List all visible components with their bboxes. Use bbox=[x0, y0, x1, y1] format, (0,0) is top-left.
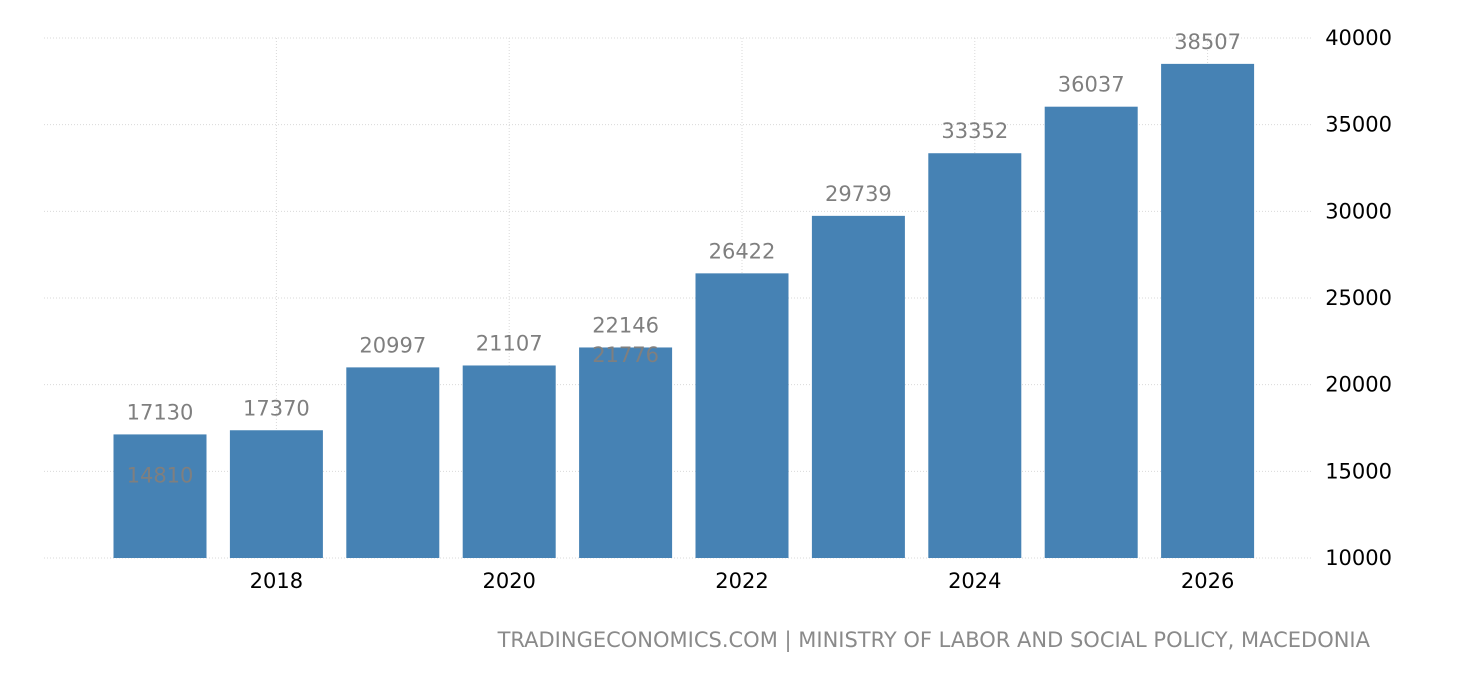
axes: 10000 15000 20000 25000 30000 35000 40000 2018 2… bbox=[250, 26, 1392, 593]
bar bbox=[1044, 106, 1138, 558]
bar-value-label: 36037 bbox=[1058, 73, 1125, 97]
bar bbox=[1161, 63, 1255, 559]
bar bbox=[695, 273, 789, 558]
y-tick-label: 10000 bbox=[1325, 546, 1392, 570]
bar-value-label: 21107 bbox=[476, 331, 543, 355]
x-tick-label: 2022 bbox=[715, 569, 768, 593]
secondary-value-label: 21776 bbox=[592, 343, 659, 367]
y-tick-label: 15000 bbox=[1325, 459, 1392, 483]
bar-value-label: 33352 bbox=[941, 119, 1008, 143]
bar bbox=[462, 365, 556, 558]
y-tick-label: 30000 bbox=[1325, 199, 1392, 223]
y-tick-label: 25000 bbox=[1325, 286, 1392, 310]
bar-value-label: 17130 bbox=[127, 400, 194, 424]
bar bbox=[113, 434, 207, 558]
x-tick-label: 2018 bbox=[250, 569, 303, 593]
bar bbox=[579, 347, 673, 558]
bar-value-label: 26422 bbox=[709, 239, 776, 263]
secondary-value-label: 14810 bbox=[127, 464, 194, 488]
y-tick-label: 20000 bbox=[1325, 373, 1392, 397]
y-tick-label: 35000 bbox=[1325, 113, 1392, 137]
y-tick-label: 40000 bbox=[1325, 26, 1392, 50]
x-tick-label: 2024 bbox=[948, 569, 1001, 593]
bar-value-label: 29739 bbox=[825, 182, 892, 206]
bar bbox=[811, 215, 905, 558]
bar bbox=[229, 430, 323, 558]
bars bbox=[113, 63, 1255, 559]
x-tick-label: 2020 bbox=[482, 569, 535, 593]
source-credit: TRADINGECONOMICS.COM | MINISTRY OF LABOR… bbox=[497, 628, 1370, 652]
data-labels: 17130 17370 20997 21107 22146 26422 29739 33352… bbox=[127, 30, 1241, 488]
bar-value-label: 22146 bbox=[592, 313, 659, 337]
x-tick-label: 2026 bbox=[1181, 569, 1234, 593]
bar bbox=[346, 367, 440, 558]
bar-value-label: 38507 bbox=[1174, 30, 1241, 54]
bar bbox=[928, 153, 1022, 558]
bar-value-label: 17370 bbox=[243, 396, 310, 420]
bar-value-label: 20997 bbox=[359, 333, 426, 357]
